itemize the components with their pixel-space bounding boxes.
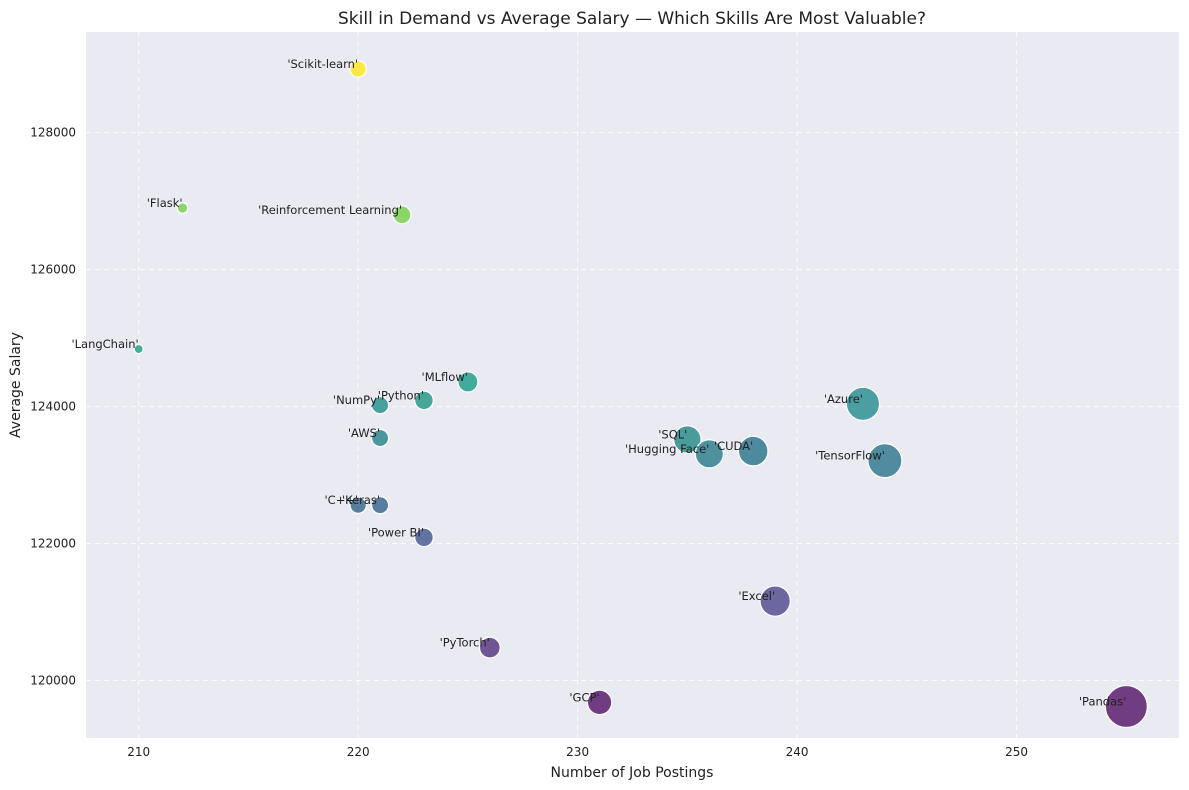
y-tick-label: 128000 <box>30 126 76 140</box>
x-tick-label: 220 <box>347 745 370 759</box>
y-tick-label: 122000 <box>30 537 76 551</box>
data-point <box>370 496 390 515</box>
point-label: 'Keras' <box>342 493 380 507</box>
data-point <box>414 527 434 548</box>
point-label: 'AWS' <box>348 426 380 440</box>
data-point <box>845 386 881 422</box>
data-point <box>349 496 367 514</box>
point-label: 'Power BI' <box>368 525 424 539</box>
x-tick-label: 230 <box>566 745 589 759</box>
point-label: 'LangChain' <box>71 337 138 351</box>
data-point <box>457 371 479 393</box>
data-point <box>867 443 903 479</box>
point-label: 'PyTorch' <box>440 636 490 650</box>
x-axis-label: Number of Job Postings <box>551 765 714 781</box>
data-point <box>176 202 189 214</box>
data-points <box>133 60 1148 729</box>
plot-area <box>86 32 1179 738</box>
data-point <box>414 390 434 411</box>
data-point <box>133 343 144 355</box>
data-point <box>586 689 613 716</box>
point-label: 'Excel' <box>738 589 775 603</box>
chart-title: Skill in Demand vs Average Salary — Whic… <box>338 9 926 29</box>
point-label: 'MLflow' <box>422 370 468 384</box>
data-point <box>392 205 412 225</box>
point-label: 'Hugging Face' <box>625 442 709 456</box>
point-label: 'C++' <box>325 493 359 507</box>
point-label: 'Reinforcement Learning' <box>258 203 402 217</box>
point-label: 'SQL' <box>658 427 687 441</box>
axis-ticks: 210 220 230 240 250 120000 122000 124000 126000 1… <box>30 126 1028 759</box>
point-label: 'NumPy' <box>333 393 380 407</box>
point-label: 'Python' <box>378 388 424 402</box>
y-tick-label: 124000 <box>30 400 76 414</box>
data-point <box>370 396 390 415</box>
point-label: 'TensorFlow' <box>815 449 885 463</box>
data-point <box>737 435 769 467</box>
y-tick-label: 126000 <box>30 263 76 277</box>
data-labels: 'Scikit-learn' 'Flask' 'Reinforcement Lear… <box>71 57 1126 709</box>
data-point <box>694 439 724 469</box>
grid-lines <box>86 32 1179 738</box>
x-tick-label: 250 <box>1005 745 1028 759</box>
data-point <box>478 636 501 659</box>
point-label: 'Pandas' <box>1079 695 1126 709</box>
point-label: 'Flask' <box>147 196 183 210</box>
data-point <box>759 585 791 617</box>
data-point <box>370 428 390 448</box>
point-label: 'CUDA' <box>714 439 753 453</box>
y-axis-label: Average Salary <box>8 332 24 438</box>
x-tick-label: 240 <box>786 745 809 759</box>
data-point <box>1104 684 1148 729</box>
y-tick-label: 120000 <box>30 673 76 687</box>
data-point <box>349 60 367 78</box>
point-label: 'GCP' <box>569 690 599 704</box>
point-label: 'Scikit-learn' <box>287 57 358 71</box>
data-point <box>673 425 702 454</box>
point-label: 'Azure' <box>824 392 863 406</box>
x-tick-label: 210 <box>127 745 150 759</box>
